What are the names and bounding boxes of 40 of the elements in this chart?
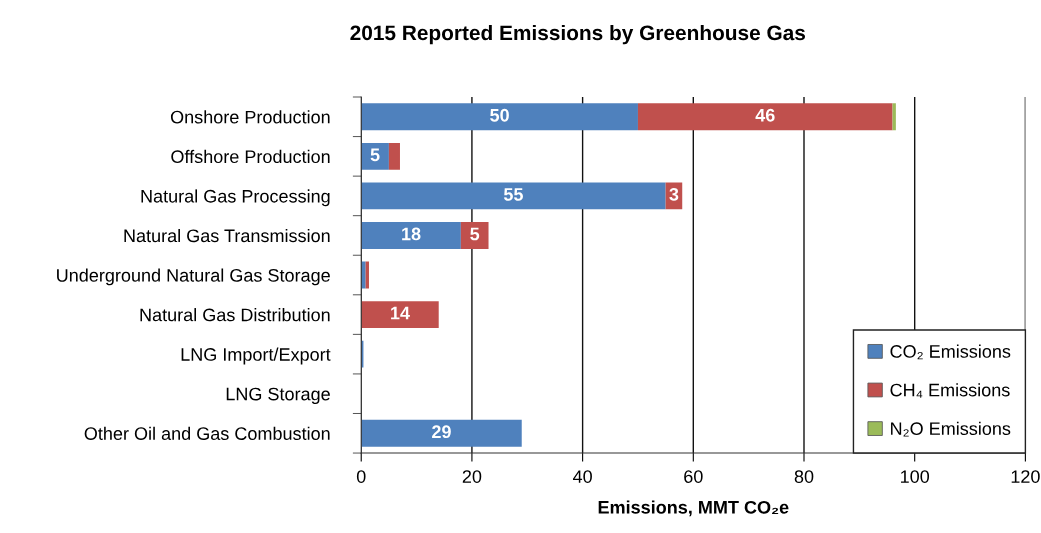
y-tick-label: Onshore Production [170, 110, 330, 124]
x-tick-label: 80 [794, 470, 814, 483]
y-tick-label: Underground Natural Gas Storage [57, 268, 330, 286]
x-tick-label: 100 [901, 470, 930, 483]
bar [361, 419, 522, 447]
bar [361, 222, 461, 249]
legend-label: N₂O Emissions [891, 421, 1011, 437]
data-label: 50 [490, 108, 509, 122]
data-label: 5 [470, 227, 480, 241]
legend-label: CH₄ Emissions [890, 383, 1010, 398]
data-label: 3 [669, 187, 679, 201]
data-label: 5 [370, 148, 380, 162]
y-tick-label: Natural Gas Processing [141, 189, 330, 207]
y-tick-label: LNG Import/Export [181, 347, 331, 365]
data-label: 14 [391, 306, 410, 320]
bar [892, 103, 896, 131]
x-tick-label: 120 [1011, 470, 1040, 483]
x-axis-title: Emissions, MMT CO₂e [598, 500, 789, 517]
data-label: 55 [503, 188, 523, 201]
y-tick-label: LNG Storage [226, 387, 330, 404]
bar [460, 222, 489, 249]
bar [361, 142, 389, 170]
x-tick-label: 40 [572, 470, 592, 483]
y-tick-label: Other Oil and Gas Combustion [84, 426, 330, 440]
bar [637, 103, 893, 131]
bar [361, 103, 638, 131]
y-tick-label: Natural Gas Transmission [124, 228, 330, 243]
data-label: 18 [402, 227, 421, 241]
chart-title: 2015 Reported Emissions by Greenhouse Gas [350, 24, 806, 45]
x-tick-label: 20 [462, 470, 482, 483]
y-tick-label: Offshore Production [171, 149, 330, 164]
legend-label: CO₂ Emissions [890, 344, 1011, 360]
x-tick-label: 60 [684, 470, 703, 483]
bar [361, 182, 666, 210]
data-label: 46 [755, 108, 775, 122]
y-tick-label: Natural Gas Distribution [140, 308, 330, 322]
x-tick-label: 0 [356, 470, 366, 483]
bar [388, 142, 400, 170]
bar [361, 301, 439, 329]
data-label: 29 [432, 425, 451, 439]
